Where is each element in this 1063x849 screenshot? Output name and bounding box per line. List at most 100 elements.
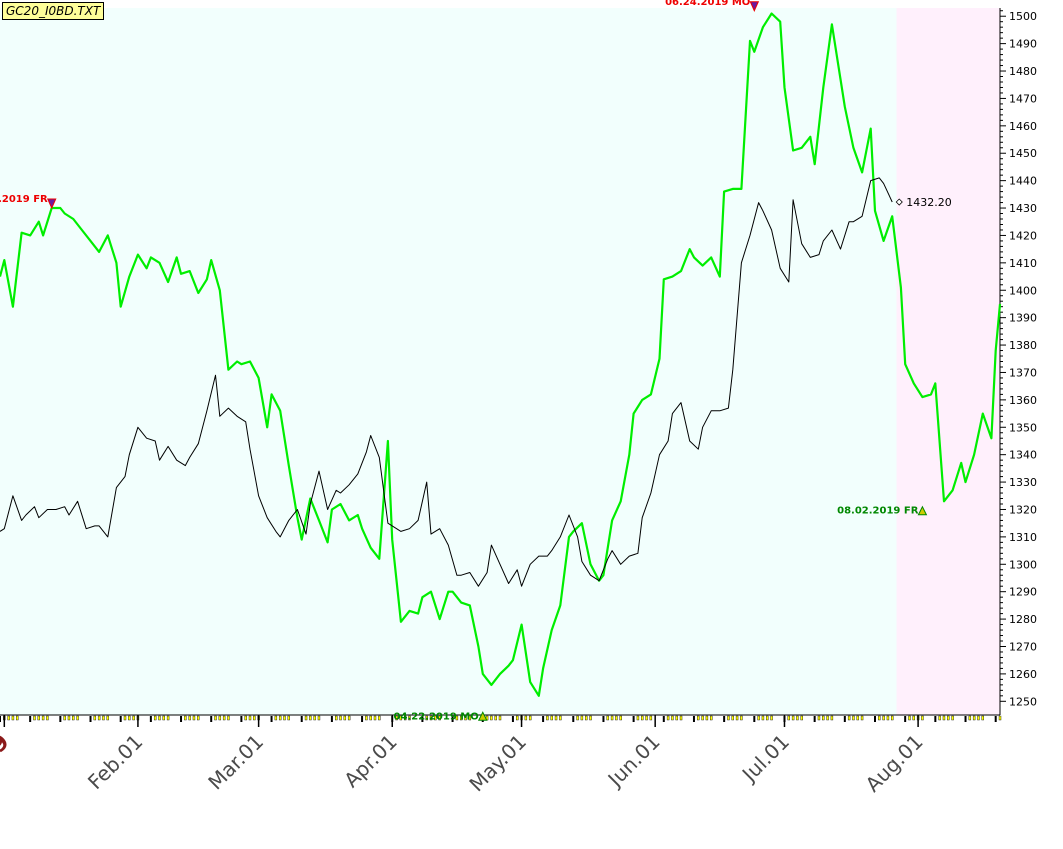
y-tick-label: 1280 [1009, 613, 1037, 626]
x-tick-mark [585, 715, 588, 721]
x-tick-mark [666, 715, 670, 721]
x-tick-mark [162, 715, 165, 721]
x-tick-mark [455, 715, 459, 721]
x-tick-mark [218, 715, 222, 721]
x-tick-mark [697, 715, 700, 721]
x-tick-mark [498, 715, 502, 721]
low-annotation: 04.22.2019 MO [394, 711, 479, 722]
x-tick-mark [399, 715, 403, 721]
x-tick-mark [912, 715, 915, 721]
x-tick-mark [222, 715, 226, 721]
x-tick-mark [33, 715, 36, 721]
x-tick-mark [981, 715, 984, 721]
x-tick-mark [339, 715, 342, 721]
x-tick-mark [921, 715, 924, 721]
x-tick-mark [59, 716, 62, 722]
x-tick-mark [860, 715, 864, 721]
x-tick-mark [7, 715, 10, 721]
x-tick-mark [830, 715, 834, 721]
x-tick-mark [645, 715, 648, 721]
x-tick-mark [731, 715, 734, 721]
x-tick-mark [89, 716, 92, 722]
x-tick-mark [886, 715, 890, 721]
x-tick-mark [723, 716, 726, 722]
x-tick-mark [813, 716, 816, 722]
x-tick-mark [153, 715, 157, 721]
x-tick-mark [705, 715, 709, 721]
high-annotation: 1.2019 FR [0, 194, 48, 205]
x-tick-mark [106, 715, 109, 721]
last-value-marker [895, 198, 903, 206]
x-tick-mark [891, 715, 894, 721]
x-tick-mark [335, 715, 338, 721]
x-tick-mark [278, 715, 282, 721]
x-tick-mark [847, 715, 851, 721]
x-tick-mark [942, 715, 946, 721]
time-axis[interactable]: 019 Feb.01 Mar.01 Apr.01 May.01 Jun.01 Jul.01 A… [0, 714, 1002, 797]
x-tick-mark [403, 715, 407, 721]
x-tick-mark [270, 716, 273, 722]
x-tick-mark [214, 715, 217, 721]
x-tick-mark [313, 715, 316, 721]
x-tick-mark [197, 715, 200, 721]
y-tick-label: 1260 [1009, 668, 1037, 681]
x-tick-mark [972, 715, 976, 721]
y-tick-label: 1490 [1009, 38, 1037, 51]
plot-area [0, 8, 1000, 715]
x-tick-mark [309, 715, 312, 721]
y-tick-label: 1270 [1009, 640, 1037, 653]
x-tick-mark [843, 716, 846, 722]
x-tick-mark [16, 715, 19, 721]
x-tick-mark [951, 715, 954, 721]
x-tick-mark [878, 715, 881, 721]
x-tick-mark [128, 715, 131, 721]
x-tick-mark [274, 715, 278, 721]
x-tick-mark [546, 715, 549, 721]
month-label: Feb.01 [83, 730, 148, 795]
x-tick-mark [542, 716, 545, 722]
x-tick-mark [347, 715, 351, 721]
month-label: Jul.01 [736, 730, 794, 788]
x-tick-mark [908, 715, 911, 721]
x-tick-mark [438, 715, 441, 721]
x-tick-mark [947, 715, 950, 721]
x-tick-mark [671, 715, 674, 721]
x-tick-mark [964, 716, 967, 722]
month-label: Aug.01 [861, 730, 928, 797]
x-tick-mark [817, 715, 821, 721]
y-tick-label: 1390 [1009, 312, 1037, 325]
month-label: Jun.01 [602, 730, 665, 793]
x-tick-mark [460, 715, 463, 721]
price-axis[interactable]: 1250 1260 1270 1280 1290 1300 1310 1320 1330 1340… [999, 8, 1037, 715]
x-tick-mark [0, 716, 1, 722]
x-tick-mark [330, 716, 333, 722]
x-tick-mark [76, 715, 79, 721]
x-tick-mark [968, 715, 972, 721]
x-tick-mark [468, 715, 472, 721]
y-tick-label: 1480 [1009, 65, 1037, 78]
x-tick-mark [343, 715, 347, 721]
x-tick-mark [619, 715, 622, 721]
x-tick-mark [770, 715, 773, 721]
x-tick-mark [464, 715, 467, 721]
x-tick-mark [791, 715, 795, 721]
x-tick-mark [429, 715, 433, 721]
x-tick-mark [580, 715, 584, 721]
symbol-title[interactable]: GC20_I0BD.TXT [2, 2, 105, 20]
x-tick-mark [119, 716, 122, 722]
y-tick-label: 1430 [1009, 202, 1037, 215]
x-tick-mark [37, 715, 40, 721]
x-tick-mark [283, 715, 286, 721]
y-tick-label: 1380 [1009, 339, 1037, 352]
y-tick-label: 1470 [1009, 92, 1037, 105]
x-tick-mark [166, 715, 170, 721]
y-tick-label: 1370 [1009, 366, 1037, 379]
x-tick-mark [494, 715, 497, 721]
x-tick-mark [210, 716, 213, 722]
x-tick-mark [248, 715, 252, 721]
x-tick-mark [554, 715, 558, 721]
y-tick-label: 1310 [1009, 531, 1037, 544]
x-tick-mark [576, 715, 579, 721]
x-tick-mark [662, 716, 665, 722]
